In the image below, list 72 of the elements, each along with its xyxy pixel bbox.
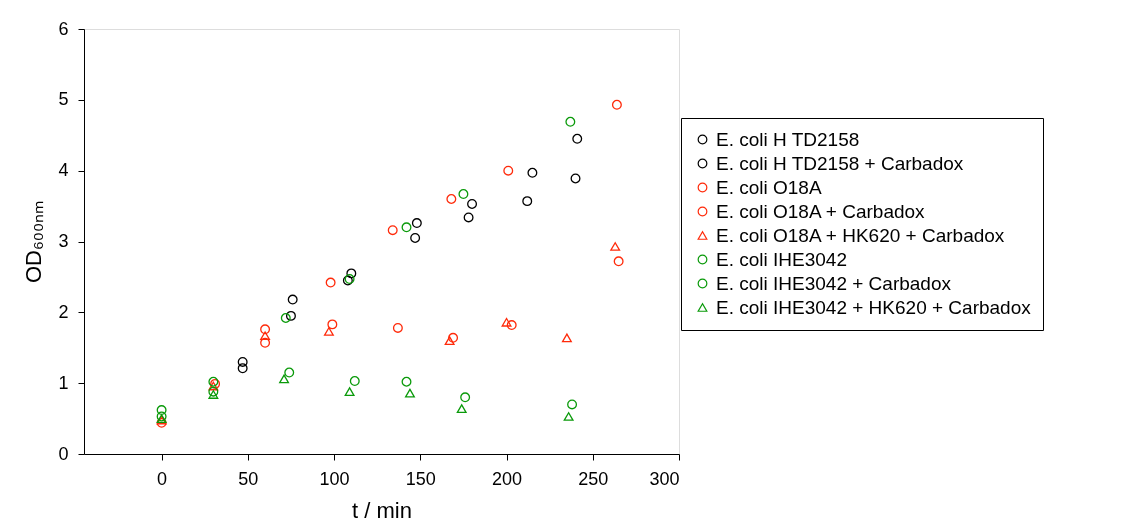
x-tick-label: 50: [238, 468, 259, 489]
point: [280, 313, 291, 323]
point: [323, 327, 334, 336]
x-tick-label: 100: [319, 468, 350, 489]
point: [156, 405, 167, 416]
y-tick-label: 6: [58, 18, 69, 39]
point: [501, 317, 512, 327]
point: [506, 320, 517, 331]
point: [392, 322, 403, 333]
point: [260, 331, 271, 341]
point: [572, 133, 583, 144]
point: [279, 374, 290, 384]
x-tick-label: 200: [492, 468, 523, 489]
point: [467, 198, 478, 209]
point: [463, 212, 474, 223]
point: [349, 376, 360, 387]
point: [561, 333, 572, 343]
point: [444, 336, 455, 346]
point: [563, 412, 574, 421]
point: [527, 167, 538, 178]
legend-label: E. coli O18A + Carbadox: [716, 200, 926, 222]
point: [565, 116, 576, 127]
x-axis-title: t / min: [352, 497, 412, 523]
point: [404, 388, 415, 398]
y-tick-label: 3: [58, 231, 69, 251]
point: [460, 392, 471, 403]
y-tick-label: 1: [58, 372, 69, 393]
legend-label: E. coli IHE3042: [716, 248, 847, 270]
point: [344, 387, 355, 397]
point: [401, 222, 412, 233]
y-tick-label: 5: [58, 89, 69, 110]
legend-label: E. coli IHE3042 + Carbadox: [716, 272, 952, 294]
point: [208, 386, 219, 397]
point: [285, 310, 296, 321]
point: [611, 99, 622, 110]
point: [260, 324, 271, 335]
point: [237, 356, 248, 367]
point: [522, 196, 533, 207]
point: [613, 256, 624, 267]
point: [260, 337, 271, 348]
legend-label: E. coli O18A: [716, 176, 822, 198]
legend-label: E. coli IHE3042 + HK620 + Carbadox: [716, 296, 1032, 318]
point: [610, 242, 621, 251]
point: [208, 390, 219, 399]
point: [503, 165, 514, 176]
point: [237, 363, 248, 374]
legend-label: E. coli O18A + HK620 + Carbadox: [716, 224, 1005, 246]
point: [458, 189, 469, 200]
point: [410, 232, 421, 243]
y-tick-label: 4: [58, 160, 69, 181]
point: [570, 173, 581, 184]
legend-label: E. coli H TD2158: [716, 128, 860, 150]
point: [401, 376, 412, 387]
point: [346, 268, 357, 279]
y-axis-title: OD₆₀₀ₙₘ: [21, 200, 47, 284]
y-tick-label: 2: [58, 301, 69, 322]
point: [411, 218, 422, 229]
point: [284, 367, 295, 378]
point: [387, 225, 398, 236]
x-tick-label: 300: [649, 468, 680, 489]
point: [287, 294, 298, 305]
x-tick-label: 150: [405, 468, 436, 489]
x-tick-label: 0: [157, 468, 168, 489]
x-tick-label: 250: [578, 468, 609, 489]
point: [325, 277, 336, 288]
point: [327, 319, 338, 330]
point: [448, 332, 459, 343]
point: [446, 194, 457, 204]
point: [456, 404, 467, 414]
y-tick-label: 0: [58, 443, 69, 464]
point: [567, 399, 578, 410]
legend-label: E. coli H TD2158 + Carbadox: [716, 152, 964, 174]
